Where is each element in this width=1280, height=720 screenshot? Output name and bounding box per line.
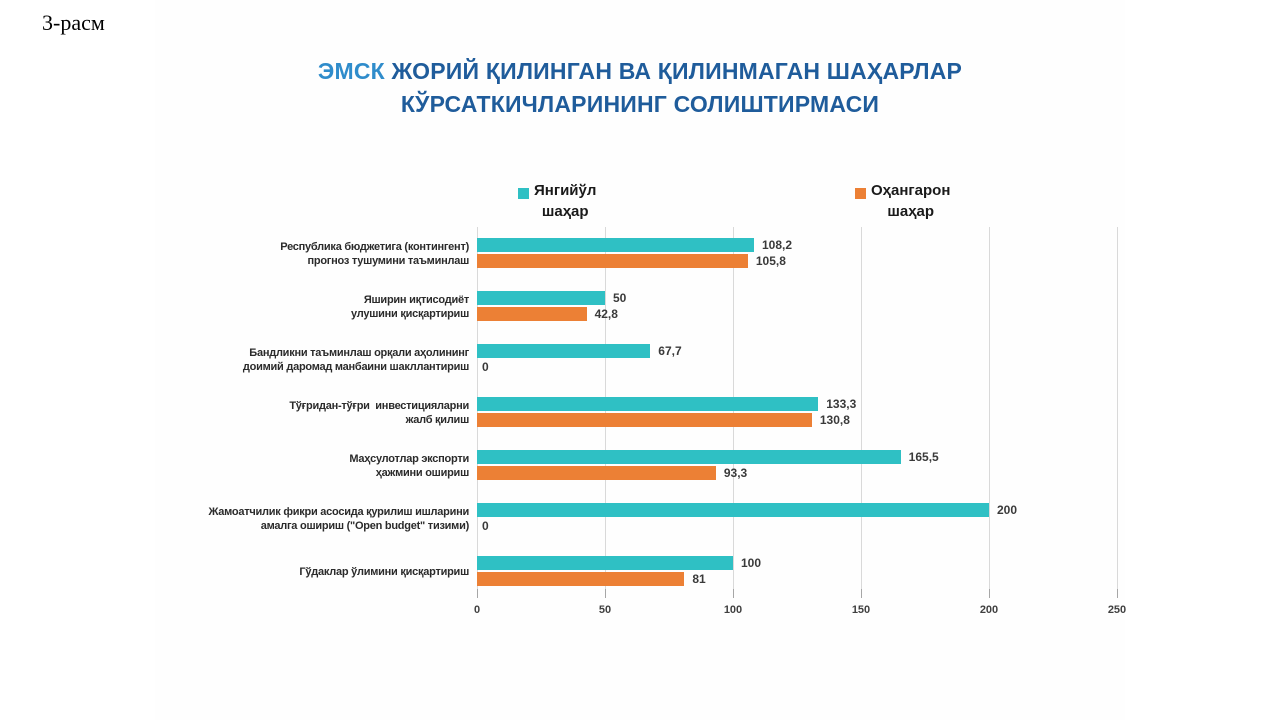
value-label: 105,8 [755,253,786,268]
chart-title-accent: ЭМСК [317,58,385,84]
value-label: 50 [613,291,627,305]
gridline [1117,227,1118,589]
legend-swatch-yangiyul-icon [518,188,529,199]
category-label: Бандликни таъминлаш орқали аҳолининг дои… [242,346,469,373]
figure-caption: 3-расм [42,10,105,35]
bar-ohangaron [477,571,685,586]
value-label: 133,3 [826,397,857,411]
category-label: Тўғридан-тўғри инвестицияларни жалб қили… [289,399,469,426]
category-label: Республика бюджетига (контингент) прогно… [280,240,469,267]
value-label: 165,5 [908,450,939,464]
bar-ohangaron [477,253,748,268]
bar-yangiyul [477,397,819,411]
chart-title: ЭМСК ЖОРИЙ ҚИЛИНГАН ВА ҚИЛИНМАГАН ШАҲАРЛ… [155,55,1125,121]
bar-yangiyul [477,450,901,464]
axis-tick-label: 100 [723,604,743,616]
value-label: 67,7 [658,344,682,358]
chart-title-line1: ЭМСК ЖОРИЙ ҚИЛИНГАН ВА ҚИЛИНМАГАН ШАҲАРЛ… [155,55,1125,88]
chart-card: ЭМСК ЖОРИЙ ҚИЛИНГАН ВА ҚИЛИНМАГАН ШАҲАРЛ… [155,0,1126,720]
value-label: 200 [997,503,1018,517]
bar-ohangaron [477,306,587,321]
axis-tick [861,589,862,598]
legend-label-yangiyul: Янгийўл шаҳар [534,182,597,220]
value-label: 42,8 [594,306,618,321]
plot-area: 0 50 100 150 200 250 108,2 105,8 50 42,8 67,7 0 133,… [474,227,1126,616]
axis-tick-label: 200 [979,604,999,616]
legend-label-ohangaron: Оҳангарон шаҳар [871,182,951,220]
axis-tick-label: 0 [473,604,481,616]
chart-title-line1-rest: ЖОРИЙ ҚИЛИНГАН ВА ҚИЛИНМАГАН ШАҲАРЛАР [384,58,963,84]
bar-yangiyul [477,291,605,305]
axis-tick [733,589,734,598]
axis-tick [1117,589,1118,598]
value-label: 93,3 [723,465,748,480]
axis-tick-label: 50 [598,604,612,616]
axis-tick [477,589,478,598]
value-label: 100 [741,556,762,570]
bar-yangiyul [477,556,733,570]
gridline [861,227,862,589]
axis-tick-label: 150 [851,604,871,616]
value-label: 130,8 [819,412,850,427]
value-label: 0 [482,518,489,533]
category-label: Жамоатчилик фикри асосида қурилиш ишлари… [208,505,469,532]
category-label: Гўдаклар ўлимини қисқартириш [299,565,469,578]
bar-yangiyul [477,238,754,252]
gridline [989,227,990,589]
value-label: 81 [692,571,706,586]
axis-tick [605,589,606,598]
chart-title-line2: КЎРСАТКИЧЛАРИНИНГ СОЛИШТИРМАСИ [400,91,880,117]
bar-ohangaron [477,465,716,480]
value-label: 0 [482,359,489,374]
axis-tick-label: 250 [1107,604,1127,616]
bar-yangiyul [477,503,989,517]
category-label: Маҳсулотлар экспорти ҳажмини ошириш [349,452,469,479]
value-label: 108,2 [761,238,793,252]
category-label: Яширин иқтисодиёт улушини қисқартириш [351,293,469,320]
bar-yangiyul [477,344,651,358]
bar-ohangaron [477,412,812,427]
axis-tick [989,589,990,598]
legend-swatch-ohangaron-icon [855,188,866,199]
